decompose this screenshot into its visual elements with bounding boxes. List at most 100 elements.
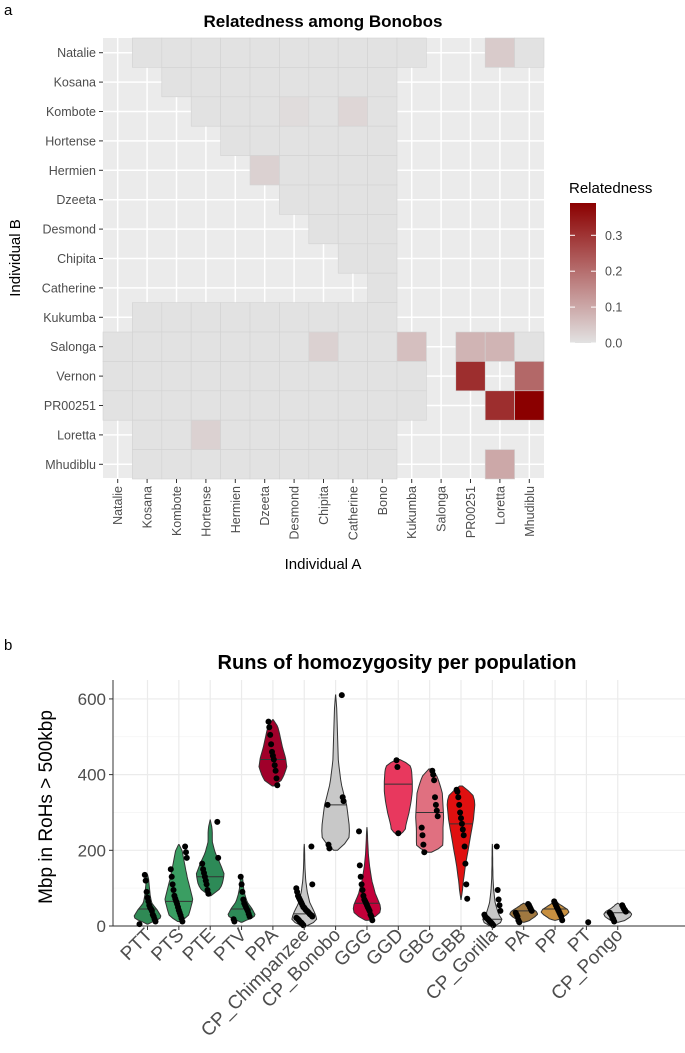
data-point bbox=[356, 828, 362, 835]
heatmap-tile bbox=[367, 96, 398, 127]
data-point bbox=[168, 873, 175, 880]
violin-y-tick-labels: 0 200 400 600 bbox=[78, 690, 113, 936]
data-point bbox=[433, 807, 440, 814]
heatmap-tile bbox=[220, 125, 251, 156]
heatmap-tile bbox=[308, 419, 339, 450]
heatmap-tile bbox=[308, 67, 339, 98]
heatmap-tile bbox=[190, 390, 221, 421]
heatmap-tile bbox=[132, 419, 163, 450]
violin-shape bbox=[415, 768, 445, 853]
heatmap-tile bbox=[308, 96, 339, 127]
heatmap-tile bbox=[337, 419, 368, 450]
data-point bbox=[240, 896, 247, 903]
heatmap-y-tick-label: Kombote bbox=[46, 105, 96, 119]
data-point bbox=[481, 911, 488, 918]
data-point bbox=[585, 919, 592, 926]
heatmap-tile bbox=[190, 449, 221, 480]
heatmap-tile bbox=[455, 331, 486, 362]
heatmap-tile bbox=[220, 331, 251, 362]
data-point bbox=[183, 849, 189, 856]
heatmap-tile bbox=[455, 361, 486, 392]
heatmap-title: Relatedness among Bonobos bbox=[204, 12, 443, 31]
heatmap-x-tick-label: PR00251 bbox=[464, 486, 478, 538]
data-point bbox=[265, 718, 272, 725]
data-point bbox=[461, 843, 468, 850]
heatmap-tile bbox=[279, 302, 310, 333]
heatmap-tile bbox=[161, 361, 192, 392]
data-point bbox=[395, 830, 402, 837]
data-point bbox=[457, 809, 464, 816]
heatmap-tile bbox=[190, 302, 221, 333]
heatmap-tile bbox=[367, 67, 398, 98]
heatmap-tile bbox=[514, 361, 545, 392]
heatmap-x-tick-label: Bono bbox=[376, 486, 390, 515]
data-point bbox=[494, 887, 501, 893]
heatmap-tile bbox=[161, 449, 192, 480]
heatmap-tile bbox=[337, 449, 368, 480]
heatmap-tile bbox=[249, 37, 280, 68]
heatmap-tile bbox=[249, 155, 280, 186]
data-point bbox=[339, 794, 346, 801]
data-point bbox=[293, 914, 300, 921]
data-point bbox=[434, 813, 441, 820]
heatmap-tile bbox=[161, 67, 192, 98]
data-point bbox=[204, 887, 211, 893]
heatmap-tile bbox=[279, 125, 310, 156]
data-point bbox=[619, 902, 626, 909]
panel-a-label: a bbox=[4, 2, 13, 19]
heatmap-tile bbox=[337, 184, 368, 215]
heatmap-tile bbox=[132, 361, 163, 392]
heatmap-legend: Relatedness 0.0 0.1 0.2 0.3 bbox=[569, 180, 652, 351]
data-point bbox=[431, 777, 438, 784]
heatmap-tile bbox=[514, 37, 545, 68]
heatmap-tile bbox=[337, 302, 368, 333]
heatmap-tile bbox=[396, 390, 427, 421]
data-point bbox=[453, 786, 460, 793]
data-point bbox=[144, 894, 151, 901]
heatmap-x-tick-label: Salonga bbox=[435, 486, 449, 532]
heatmap-x-tick-label: Mhudiblu bbox=[523, 486, 537, 537]
data-point bbox=[456, 801, 463, 808]
heatmap-x-tick-label: Chipita bbox=[317, 486, 331, 525]
heatmap-x-tick-label: Desmond bbox=[288, 486, 302, 540]
violin-y-tick-label: 600 bbox=[78, 690, 106, 709]
heatmap-tile bbox=[161, 302, 192, 333]
heatmap-tile bbox=[337, 125, 368, 156]
heatmap-tile bbox=[279, 449, 310, 480]
data-point bbox=[199, 860, 206, 867]
heatmap-tile bbox=[367, 419, 398, 450]
data-point bbox=[497, 907, 504, 914]
heatmap-tile bbox=[337, 361, 368, 392]
heatmap-y-tick-label: Kosana bbox=[54, 76, 96, 90]
data-point bbox=[267, 731, 274, 738]
heatmap-tile bbox=[279, 67, 310, 98]
data-point bbox=[463, 881, 470, 888]
heatmap-tile bbox=[308, 155, 339, 186]
heatmap-x-tick-label: Catherine bbox=[346, 486, 360, 540]
heatmap-tile bbox=[308, 331, 339, 362]
heatmap-tile bbox=[161, 37, 192, 68]
heatmap-x-tick-label: Kombote bbox=[170, 486, 184, 536]
data-point bbox=[309, 881, 316, 888]
violin-x-tick-label: PP bbox=[532, 925, 565, 958]
heatmap-tile bbox=[249, 361, 280, 392]
heatmap-tile bbox=[190, 419, 221, 450]
data-point bbox=[432, 801, 439, 808]
heatmap-tile bbox=[337, 331, 368, 362]
heatmap-tiles bbox=[102, 37, 545, 480]
data-point bbox=[136, 921, 143, 928]
data-point bbox=[432, 794, 438, 801]
heatmap-tile bbox=[308, 390, 339, 421]
heatmap-tile bbox=[249, 96, 280, 127]
heatmap-tile bbox=[279, 419, 310, 450]
data-point bbox=[551, 898, 558, 905]
heatmap-x-tick-label: Hermien bbox=[229, 486, 243, 533]
data-point bbox=[324, 801, 331, 808]
data-point bbox=[271, 762, 278, 769]
data-point bbox=[493, 843, 500, 850]
legend-title: Relatedness bbox=[569, 180, 652, 197]
heatmap-y-tick-label: Desmond bbox=[43, 223, 97, 237]
heatmap-tile bbox=[249, 302, 280, 333]
data-point bbox=[418, 824, 425, 831]
heatmap-tile bbox=[132, 331, 163, 362]
